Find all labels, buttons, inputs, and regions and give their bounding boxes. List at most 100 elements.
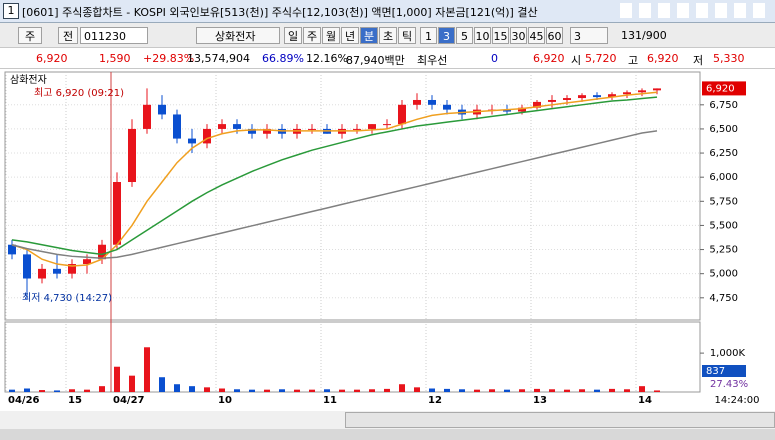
volume-bar xyxy=(369,389,375,392)
x-tick-label: 10 xyxy=(218,395,232,406)
candle-body xyxy=(548,99,556,102)
moving-average xyxy=(11,91,658,267)
period-button[interactable]: 주 xyxy=(303,27,321,44)
x-tick-label: 11 xyxy=(323,395,337,406)
bottom-strip xyxy=(0,429,775,440)
period-button[interactable]: 분 xyxy=(360,27,378,44)
interval-button[interactable]: 60 xyxy=(546,27,563,44)
volume-tick-label: 1,000K xyxy=(710,348,746,359)
moving-average xyxy=(11,130,658,259)
volume-bar xyxy=(399,384,405,392)
volume-bar xyxy=(84,389,90,392)
candle-body xyxy=(188,138,196,144)
x-tick-label: 15 xyxy=(68,395,82,406)
interval-button[interactable]: 15 xyxy=(492,27,509,44)
info-value: 1,590 xyxy=(99,52,131,65)
candle-body xyxy=(83,259,91,265)
candle-body xyxy=(248,128,256,134)
y-tick-label: 5,250 xyxy=(709,245,738,256)
period-button[interactable]: 틱 xyxy=(398,27,416,44)
volume-bar xyxy=(624,389,630,392)
candle-body xyxy=(38,268,46,279)
count-select[interactable]: 3 xyxy=(570,27,608,44)
annotation: 최고 6,920 (09:21) xyxy=(34,87,124,99)
volume-bar xyxy=(579,389,585,392)
volume-bar xyxy=(519,389,525,392)
candle-body xyxy=(413,99,421,105)
period-button[interactable]: 월 xyxy=(322,27,340,44)
y-tick-label: 6,750 xyxy=(709,100,738,111)
scrollbar[interactable] xyxy=(345,412,775,428)
candle-body xyxy=(638,90,646,93)
volume-bar xyxy=(564,389,570,392)
volume-bar xyxy=(204,387,210,392)
time-label: 14:24:00 xyxy=(715,395,760,406)
code-input[interactable]: 011230 xyxy=(80,27,148,44)
candle-body xyxy=(383,124,391,126)
info-value: 12.16% xyxy=(306,52,348,65)
volume-bar xyxy=(594,389,600,392)
x-tick-label: 04/26 xyxy=(8,395,40,406)
info-value: 6,920 xyxy=(36,52,68,65)
x-tick-label: 14 xyxy=(638,395,652,406)
info-value: 6,920 xyxy=(647,52,679,65)
x-tick-label: 13 xyxy=(533,395,547,406)
candle-body xyxy=(398,104,406,125)
candle-body xyxy=(173,114,181,139)
candle-body xyxy=(533,101,541,108)
volume-bar xyxy=(99,386,105,392)
period-button[interactable]: 초 xyxy=(379,27,397,44)
interval-button[interactable]: 1 xyxy=(420,27,437,44)
candle-body xyxy=(518,107,526,112)
name-field[interactable]: 상화전자 xyxy=(196,27,280,44)
candle-body xyxy=(113,182,121,245)
title-bar: 1 [0601] 주식종합차트 - KOSPI 외국인보유[513(천)] 주식… xyxy=(0,0,775,23)
candle-body xyxy=(593,95,601,98)
scope-select[interactable]: 전 xyxy=(58,27,78,44)
market-select[interactable]: 주 xyxy=(18,27,42,44)
last-price-label: 6,920 xyxy=(706,83,735,94)
candle-body xyxy=(443,104,451,110)
period-button[interactable]: 년 xyxy=(341,27,359,44)
volume-bar xyxy=(309,389,315,392)
candle-body xyxy=(203,128,211,144)
volume-bar xyxy=(534,388,540,392)
bars-max[interactable]: /900 xyxy=(642,29,667,42)
volume-ratio: 27.43% xyxy=(710,379,748,390)
info-value: 고 xyxy=(628,54,639,67)
volume-bar xyxy=(159,377,165,392)
volume-bar xyxy=(249,389,255,392)
candle-body xyxy=(353,128,361,130)
candle-body xyxy=(653,88,661,91)
period-button[interactable]: 일 xyxy=(284,27,302,44)
volume-bar xyxy=(474,389,480,392)
interval-button[interactable]: 45 xyxy=(528,27,545,44)
volume-bar xyxy=(144,347,150,392)
candle-body xyxy=(578,95,586,99)
info-value: 5,720 xyxy=(585,52,617,65)
volume-bar xyxy=(114,366,120,392)
y-tick-label: 6,500 xyxy=(709,124,738,135)
interval-button[interactable]: 3 xyxy=(438,27,455,44)
info-value: 87,940백만 xyxy=(346,54,405,67)
annotation: 최저 4,730 (14:27) xyxy=(22,292,112,304)
candle-body xyxy=(128,128,136,183)
candle-body xyxy=(563,98,571,100)
interval-button[interactable]: 10 xyxy=(474,27,491,44)
info-value: 0 xyxy=(491,52,498,65)
interval-button[interactable]: 5 xyxy=(456,27,473,44)
chart: 삼화전자 4,750 5,000 5,250 5,500 5,750 6,000 6,250 6… xyxy=(0,69,775,411)
volume-bar xyxy=(384,388,390,392)
interval-button[interactable]: 30 xyxy=(510,27,527,44)
window-buttons[interactable] xyxy=(620,3,770,18)
volume-bar xyxy=(39,390,45,392)
candle-body xyxy=(53,268,61,274)
y-tick-label: 5,000 xyxy=(709,269,738,280)
chart-title: 삼화전자 xyxy=(10,74,47,86)
volume-bar xyxy=(69,389,75,392)
volume-bar xyxy=(339,389,345,392)
bars-count[interactable]: 131 xyxy=(621,29,642,42)
info-value: 66.89% xyxy=(262,52,304,65)
volume-bar xyxy=(489,389,495,392)
